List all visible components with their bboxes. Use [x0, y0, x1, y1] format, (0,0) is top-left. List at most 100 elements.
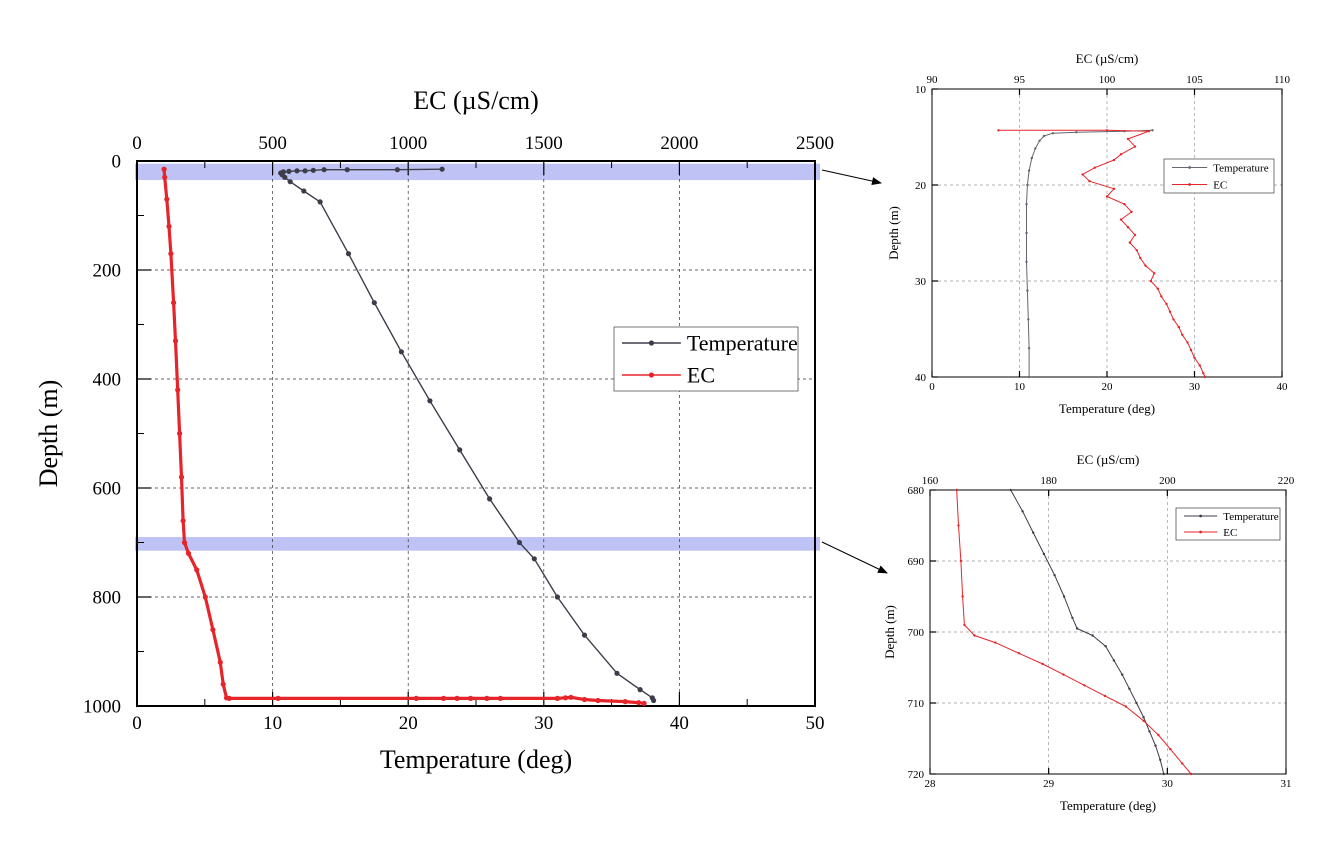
data-point-ec [1149, 279, 1153, 283]
plot-frame [136, 160, 816, 707]
data-point-ec [1088, 180, 1091, 183]
data-point-temperature [487, 496, 493, 502]
x2-tick-label: 105 [1186, 74, 1203, 86]
data-point-ec [164, 196, 170, 202]
data-point-ec [484, 695, 490, 702]
series-line-temperature [1026, 129, 1153, 377]
x2-axis-label: EC (µS/cm) [413, 86, 538, 115]
data-point-temperature [1038, 139, 1041, 142]
data-point-ec [554, 695, 561, 702]
x2-axis-label: EC (µS/cm) [1077, 452, 1140, 467]
data-point-ec [1147, 130, 1151, 133]
y-tick-label: 40 [915, 372, 927, 384]
data-point-temperature [1135, 701, 1138, 705]
data-point-temperature [1128, 687, 1131, 690]
data-point-ec [1186, 341, 1189, 344]
y-axis-label: Depth (m) [34, 380, 63, 488]
data-point-temperature [1142, 716, 1145, 719]
data-point-temperature [1104, 645, 1107, 648]
legend-marker-ec [1188, 183, 1191, 186]
data-point-temperature [1026, 289, 1029, 292]
data-point-ec [175, 387, 181, 393]
data-point-temperature [1027, 318, 1030, 321]
series-line-ec [998, 129, 1206, 378]
x-tick-label: 29 [1043, 778, 1055, 790]
data-point-ec [172, 338, 179, 344]
data-point-ec [1160, 295, 1163, 298]
data-point-ec [973, 634, 976, 637]
x-axis-label: Temperature (deg) [1059, 401, 1155, 416]
data-point-temperature [1042, 552, 1046, 556]
data-point-ec [957, 524, 960, 527]
data-point-temperature [581, 632, 588, 638]
legend-label-ec: EC [1213, 179, 1227, 191]
data-point-temperature [1027, 375, 1031, 379]
data-point-ec [1202, 372, 1205, 375]
inset-chart-bottom: 28 29 30 31 160 180 200 220 680 690 700 710 720 Tempe… [882, 452, 1295, 813]
data-point-ec [1153, 272, 1156, 275]
data-point-temperature [1112, 659, 1116, 662]
data-point-temperature [1148, 730, 1151, 733]
data-point-ec [1165, 302, 1168, 306]
data-point-temperature [294, 168, 300, 174]
data-point-ec [1017, 652, 1021, 655]
x2-tick-label: 0 [132, 133, 142, 154]
y-tick-label: 680 [908, 485, 925, 497]
connector-arrow-top [821, 169, 882, 185]
series-line-ec [162, 169, 645, 705]
data-point-ec [1105, 195, 1109, 198]
data-point-temperature [1021, 510, 1024, 513]
data-point-ec [963, 623, 966, 627]
legend-box [613, 326, 799, 392]
data-point-temperature [1027, 169, 1031, 172]
data-point-ec [1112, 187, 1116, 190]
y-tick-label: 800 [93, 588, 122, 609]
data-point-temperature [286, 168, 292, 174]
data-point-ec [562, 695, 569, 701]
x2-tick-label: 110 [1274, 74, 1291, 86]
zoom-connector-arrows [821, 169, 888, 574]
legend-label-temperature: Temperature [1213, 162, 1269, 174]
data-point-temperature [302, 168, 308, 174]
data-point-ec [1144, 264, 1147, 267]
data-point-temperature [344, 167, 350, 173]
data-point-ec [1189, 772, 1193, 776]
y-tick-label: 700 [908, 627, 925, 639]
legend-marker-temperature [1188, 166, 1191, 169]
data-point-ec [1119, 218, 1123, 221]
data-point-temperature [439, 166, 445, 172]
legend-marker-temperature [648, 340, 655, 346]
data-point-ec [622, 699, 628, 705]
legend-label-ec: EC [1223, 527, 1237, 539]
y-axis-label: Depth (m) [886, 206, 901, 260]
data-point-ec [166, 223, 172, 229]
data-point-ec [275, 695, 281, 702]
data-point-ec [161, 166, 167, 172]
x2-tick-label: 100 [1099, 74, 1116, 86]
data-point-ec [959, 559, 963, 563]
data-point-temperature [1162, 772, 1166, 776]
inset-chart-top: 0 10 20 30 40 90 95 100 105 110 10 20 30 40 Temperatur… [886, 51, 1291, 416]
data-point-temperature [317, 199, 323, 205]
data-point-ec [1081, 173, 1084, 176]
data-point-temperature [1025, 231, 1028, 235]
main-chart: 0 10 20 30 40 500 500 1000 1500 2000 2500020040060… [34, 86, 834, 774]
y-tick-label: 10 [915, 84, 927, 96]
x-tick-label: 10 [263, 713, 282, 734]
series-line-ec [956, 489, 1192, 775]
data-point-ec [1123, 203, 1126, 206]
data-point-ec [1156, 287, 1160, 290]
legend-marker-ec [648, 372, 655, 378]
data-point-ec [1093, 166, 1097, 169]
x-tick-label: 20 [399, 713, 418, 734]
y-tick-label: 30 [915, 276, 927, 288]
connector-arrow-bottom [821, 541, 888, 574]
data-point-ec [194, 567, 200, 573]
y-tick-label: 400 [93, 370, 122, 391]
data-point-ec [226, 695, 232, 702]
x-tick-label: 0 [132, 713, 142, 734]
data-point-temperature [1071, 616, 1074, 619]
y-tick-label: 710 [908, 698, 925, 710]
y-tick-label: 200 [93, 261, 122, 282]
x2-tick-label: 2000 [660, 133, 698, 154]
